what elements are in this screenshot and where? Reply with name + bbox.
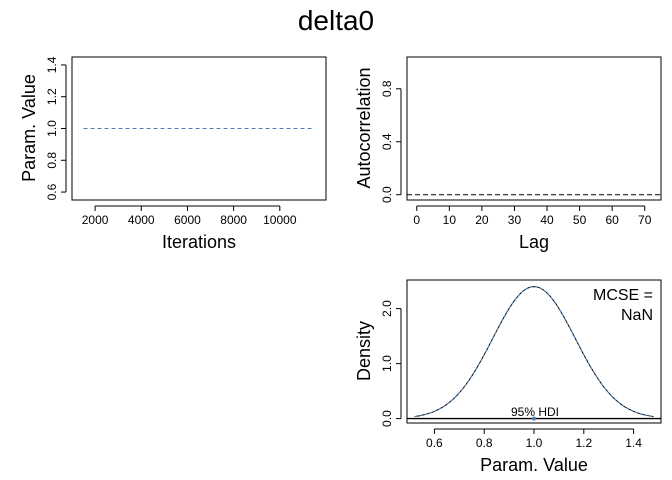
density-x-axis: 0.6 0.8 1.0 1.2 1.4 bbox=[426, 428, 642, 450]
trace-x-tick-label: 2000 bbox=[82, 213, 109, 227]
trace-plot-frame bbox=[71, 56, 327, 201]
autocorrelation-x-tick-label: 30 bbox=[508, 213, 522, 227]
density-curve-outline bbox=[414, 286, 654, 418]
mcse-label: MCSE = bbox=[593, 287, 653, 304]
autocorrelation-y-tick-label: 0.8 bbox=[380, 80, 394, 97]
trace-x-tick-label: 4000 bbox=[128, 213, 155, 227]
hdi-marker bbox=[532, 416, 536, 421]
autocorrelation-panel: 0 10 20 30 40 50 60 70 0.0 0.4 0.8 Lag Autocorrel… bbox=[354, 56, 662, 252]
mcse-value: NaN bbox=[621, 307, 653, 324]
autocorrelation-x-axis: 0 10 20 30 40 50 60 70 bbox=[413, 205, 652, 227]
trace-y-tick-label: 1.0 bbox=[45, 120, 59, 137]
density-panel: 0.6 0.8 1.0 1.2 1.4 0.0 1.0 2.0 Param. Value D… bbox=[354, 279, 662, 475]
density-y-tick-label: 0.0 bbox=[380, 410, 394, 427]
autocorrelation-x-axis-label: Lag bbox=[519, 232, 549, 252]
trace-y-axis: 0.6 0.8 1.0 1.2 1.4 bbox=[45, 56, 67, 200]
density-x-tick-label: 1.4 bbox=[625, 436, 642, 450]
autocorrelation-y-axis: 0.0 0.4 0.8 bbox=[380, 80, 402, 203]
hdi-label: 95% HDI bbox=[511, 405, 559, 419]
density-x-tick-label: 1.2 bbox=[575, 436, 592, 450]
trace-y-tick-label: 0.8 bbox=[45, 152, 59, 169]
autocorrelation-x-tick-label: 70 bbox=[638, 213, 652, 227]
trace-y-axis-label: Param. Value bbox=[19, 74, 39, 182]
autocorrelation-y-tick-label: 0.4 bbox=[380, 133, 394, 150]
density-y-tick-label: 1.0 bbox=[380, 355, 394, 372]
autocorrelation-x-tick-label: 20 bbox=[475, 213, 489, 227]
density-plot-frame bbox=[406, 279, 662, 424]
autocorrelation-x-tick-label: 10 bbox=[443, 213, 457, 227]
trace-x-tick-label: 10000 bbox=[263, 213, 297, 227]
trace-x-tick-label: 6000 bbox=[174, 213, 201, 227]
density-x-tick-label: 0.6 bbox=[426, 436, 443, 450]
trace-x-tick-label: 8000 bbox=[220, 213, 247, 227]
main-title: delta0 bbox=[298, 5, 374, 36]
density-y-axis-label: Density bbox=[354, 321, 374, 381]
density-series bbox=[407, 286, 661, 421]
autocorrelation-x-tick-label: 40 bbox=[540, 213, 554, 227]
trace-y-tick-label: 0.6 bbox=[45, 183, 59, 200]
density-x-tick-label: 0.8 bbox=[476, 436, 493, 450]
trace-y-tick-label: 1.4 bbox=[45, 56, 59, 73]
density-x-tick-label: 1.0 bbox=[526, 436, 543, 450]
density-y-axis: 0.0 1.0 2.0 bbox=[380, 300, 402, 427]
trace-x-axis-label: Iterations bbox=[162, 232, 236, 252]
autocorrelation-y-axis-label: Autocorrelation bbox=[354, 67, 374, 188]
density-x-axis-label: Param. Value bbox=[480, 455, 588, 475]
autocorrelation-x-tick-label: 60 bbox=[605, 213, 619, 227]
trace-x-axis: 2000 4000 6000 8000 10000 bbox=[82, 205, 297, 227]
density-y-tick-label: 2.0 bbox=[380, 300, 394, 317]
autocorrelation-y-tick-label: 0.0 bbox=[380, 186, 394, 203]
autocorrelation-plot-frame bbox=[406, 56, 662, 201]
density-curve bbox=[414, 286, 654, 418]
trace-panel: 2000 4000 6000 8000 10000 0.6 0.8 1.0 1.2 1.4 It… bbox=[19, 56, 327, 252]
autocorrelation-x-tick-label: 50 bbox=[573, 213, 587, 227]
trace-y-tick-label: 1.2 bbox=[45, 88, 59, 105]
autocorrelation-x-tick-label: 0 bbox=[413, 213, 420, 227]
